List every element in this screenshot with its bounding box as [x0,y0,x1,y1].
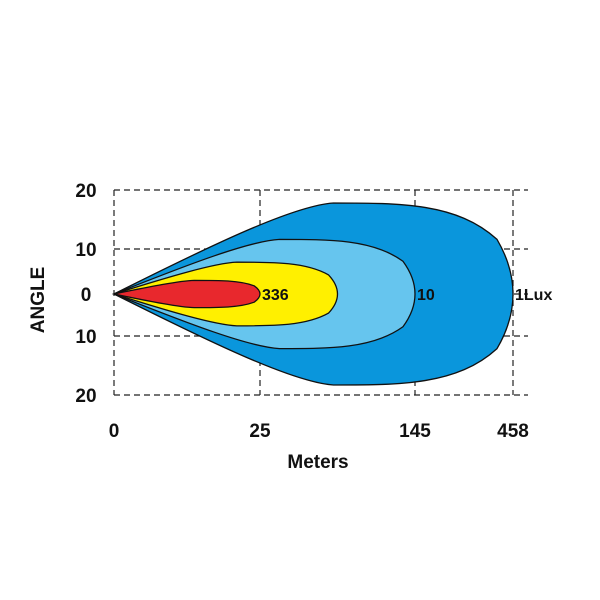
x-tick-3: 458 [497,421,529,442]
x-tick-0: 0 [109,421,120,442]
zone-label-3: 336 [262,287,289,304]
beam-zones [111,202,514,386]
x-axis-label: Meters [287,452,348,473]
zone-labels: 1Lux 10 336 [262,287,552,304]
y-tick-4: 20 [75,386,96,407]
y-tick-0: 20 [75,181,96,202]
y-tick-3: 10 [75,327,96,348]
y-tick-2: 0 [81,285,92,306]
axis-ticks: 0 25 145 458 20 10 0 10 20 [75,181,528,442]
x-tick-1: 25 [249,421,271,442]
beam-zone-3 [113,279,261,309]
y-axis-label: ANGLE [28,267,49,334]
y-tick-1: 10 [75,240,96,261]
zone-label-1: 10 [417,287,435,304]
x-tick-2: 145 [399,421,431,442]
zone-label-0: 1Lux [515,287,552,304]
